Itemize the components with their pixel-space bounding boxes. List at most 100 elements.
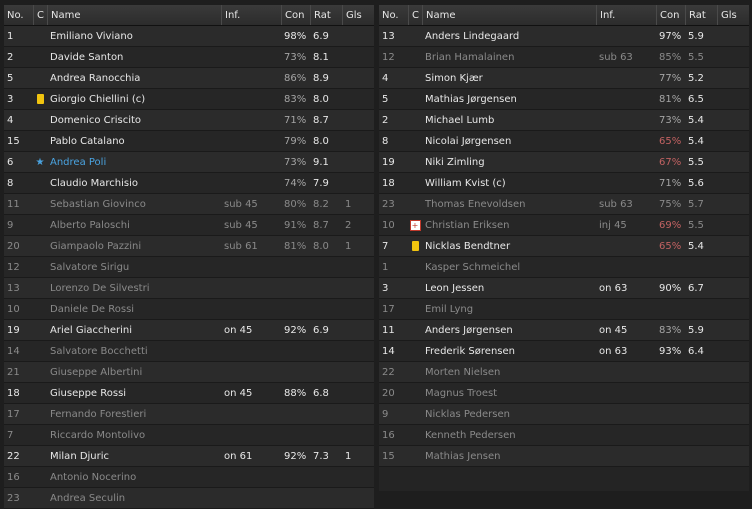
table-row[interactable]: 14 Salvatore Bocchetti <box>4 341 374 362</box>
player-name[interactable]: Ariel Giaccherini <box>50 324 132 336</box>
player-name[interactable]: Riccardo Montolivo <box>50 429 146 441</box>
table-row[interactable]: 7 Riccardo Montolivo <box>4 425 374 446</box>
table-row[interactable]: 1 Emiliano Viviano 98% 6.9 <box>4 26 374 47</box>
column-header-rat[interactable]: Rat <box>685 5 717 25</box>
player-name[interactable]: Davide Santon <box>50 51 124 63</box>
player-name[interactable]: Michael Lumb <box>425 114 495 126</box>
player-name[interactable]: Giuseppe Albertini <box>50 366 143 378</box>
table-row[interactable]: 20 Giampaolo Pazzini sub 61 81% 8.0 1 <box>4 236 374 257</box>
player-name[interactable]: Salvatore Sirigu <box>50 261 130 273</box>
column-header-name[interactable]: Name <box>47 5 221 25</box>
table-row[interactable]: 14 Frederik Sørensen on 63 93% 6.4 <box>379 341 749 362</box>
table-row[interactable]: 17 Fernando Forestieri <box>4 404 374 425</box>
table-row[interactable]: 10 + Christian Eriksen inj 45 69% 5.5 <box>379 215 749 236</box>
table-row[interactable]: 1 Kasper Schmeichel <box>379 257 749 278</box>
player-name[interactable]: Magnus Troest <box>425 387 498 399</box>
player-name[interactable]: Claudio Marchisio <box>50 177 139 189</box>
table-row[interactable]: 21 Giuseppe Albertini <box>4 362 374 383</box>
table-row[interactable]: 4 Simon Kjær 77% 5.2 <box>379 68 749 89</box>
player-name[interactable]: Salvatore Bocchetti <box>50 345 148 357</box>
table-row[interactable]: 6 ★ Andrea Poli 73% 9.1 <box>4 152 374 173</box>
player-name[interactable]: Brian Hamalainen <box>425 51 515 63</box>
column-header-c[interactable]: C <box>408 5 422 25</box>
column-header-gls[interactable]: Gls <box>717 5 749 25</box>
table-row[interactable]: 8 Nicolai Jørgensen 65% 5.4 <box>379 131 749 152</box>
column-header-no[interactable]: No. <box>7 9 24 21</box>
column-header-con[interactable]: Con <box>656 5 685 25</box>
table-row[interactable]: 13 Anders Lindegaard 97% 5.9 <box>379 26 749 47</box>
player-name[interactable]: Giuseppe Rossi <box>50 387 127 399</box>
table-row[interactable]: 16 Kenneth Pedersen <box>379 425 749 446</box>
column-header-rat[interactable]: Rat <box>310 5 342 25</box>
player-name[interactable]: Mathias Jensen <box>425 450 501 462</box>
column-header-inf[interactable]: Inf. <box>596 5 656 25</box>
player-name[interactable]: Anders Jørgensen <box>425 324 513 336</box>
table-row[interactable]: 5 Mathias Jørgensen 81% 6.5 <box>379 89 749 110</box>
player-name[interactable]: Nicklas Bendtner <box>425 240 511 252</box>
table-row[interactable]: 10 Daniele De Rossi <box>4 299 374 320</box>
table-row[interactable]: 23 Andrea Seculin <box>4 488 374 509</box>
table-row[interactable]: 16 Antonio Nocerino <box>4 467 374 488</box>
column-header-gls[interactable]: Gls <box>342 5 374 25</box>
table-row[interactable]: 17 Emil Lyng <box>379 299 749 320</box>
table-row[interactable]: 19 Niki Zimling 67% 5.5 <box>379 152 749 173</box>
player-name[interactable]: Andrea Ranocchia <box>50 72 141 84</box>
table-row[interactable]: 8 Claudio Marchisio 74% 7.9 <box>4 173 374 194</box>
table-row[interactable]: 5 Andrea Ranocchia 86% 8.9 <box>4 68 374 89</box>
player-name[interactable]: Kenneth Pedersen <box>425 429 516 441</box>
table-row[interactable]: 18 Giuseppe Rossi on 45 88% 6.8 <box>4 383 374 404</box>
column-header-con[interactable]: Con <box>281 5 310 25</box>
player-name[interactable]: Frederik Sørensen <box>425 345 515 357</box>
player-name[interactable]: Leon Jessen <box>425 282 485 294</box>
table-row[interactable]: 15 Pablo Catalano 79% 8.0 <box>4 131 374 152</box>
table-row[interactable]: 18 William Kvist (c) 71% 5.6 <box>379 173 749 194</box>
table-row[interactable]: 13 Lorenzo De Silvestri <box>4 278 374 299</box>
table-row[interactable]: 2 Davide Santon 73% 8.1 <box>4 47 374 68</box>
table-row[interactable]: 11 Anders Jørgensen on 45 83% 5.9 <box>379 320 749 341</box>
player-name[interactable]: Lorenzo De Silvestri <box>50 282 150 294</box>
table-row[interactable]: 4 Domenico Criscito 71% 8.7 <box>4 110 374 131</box>
table-row[interactable]: 23 Thomas Enevoldsen sub 63 75% 5.7 <box>379 194 749 215</box>
table-row[interactable]: 19 Ariel Giaccherini on 45 92% 6.9 <box>4 320 374 341</box>
column-header-name[interactable]: Name <box>422 5 596 25</box>
table-row[interactable]: 12 Salvatore Sirigu <box>4 257 374 278</box>
table-row[interactable]: 3 Giorgio Chiellini (c) 83% 8.0 <box>4 89 374 110</box>
player-name[interactable]: Nicklas Pedersen <box>425 408 510 420</box>
column-header-c[interactable]: C <box>33 5 47 25</box>
table-row[interactable]: 22 Milan Djuric on 61 92% 7.3 1 <box>4 446 374 467</box>
player-name[interactable]: Kasper Schmeichel <box>425 261 521 273</box>
player-name[interactable]: Giampaolo Pazzini <box>50 240 142 252</box>
player-name[interactable]: Christian Eriksen <box>425 219 510 231</box>
player-name[interactable]: Thomas Enevoldsen <box>425 198 526 210</box>
player-name[interactable]: Daniele De Rossi <box>50 303 135 315</box>
player-name[interactable]: Pablo Catalano <box>50 135 125 147</box>
player-name[interactable]: Milan Djuric <box>50 450 110 462</box>
player-name[interactable]: Antonio Nocerino <box>50 471 137 483</box>
player-name[interactable]: Anders Lindegaard <box>425 30 520 42</box>
table-row[interactable]: 12 Brian Hamalainen sub 63 85% 5.5 <box>379 47 749 68</box>
table-row[interactable]: 11 Sebastian Giovinco sub 45 80% 8.2 1 <box>4 194 374 215</box>
table-row[interactable]: 7 Nicklas Bendtner 65% 5.4 <box>379 236 749 257</box>
column-header-inf[interactable]: Inf. <box>221 5 281 25</box>
player-name[interactable]: Mathias Jørgensen <box>425 93 517 105</box>
table-row[interactable]: 22 Morten Nielsen <box>379 362 749 383</box>
player-name[interactable]: Nicolai Jørgensen <box>425 135 512 147</box>
player-name[interactable]: Emil Lyng <box>425 303 474 315</box>
player-name[interactable]: Fernando Forestieri <box>50 408 147 420</box>
player-name[interactable]: Domenico Criscito <box>50 114 142 126</box>
player-name[interactable]: Giorgio Chiellini (c) <box>50 93 146 105</box>
column-header-no[interactable]: No. <box>382 9 399 21</box>
player-name[interactable]: Sebastian Giovinco <box>50 198 146 210</box>
player-name[interactable]: Andrea Seculin <box>50 492 126 504</box>
player-name[interactable]: Simon Kjær <box>425 72 483 84</box>
table-row[interactable]: 20 Magnus Troest <box>379 383 749 404</box>
player-name[interactable]: Morten Nielsen <box>425 366 501 378</box>
table-row[interactable]: 3 Leon Jessen on 63 90% 6.7 <box>379 278 749 299</box>
player-name[interactable]: William Kvist (c) <box>425 177 506 189</box>
player-name[interactable]: Emiliano Viviano <box>50 30 133 42</box>
player-name[interactable]: Andrea Poli <box>50 156 107 168</box>
player-name[interactable]: Alberto Paloschi <box>50 219 130 231</box>
table-row[interactable]: 9 Nicklas Pedersen <box>379 404 749 425</box>
table-row[interactable]: 9 Alberto Paloschi sub 45 91% 8.7 2 <box>4 215 374 236</box>
player-name[interactable]: Niki Zimling <box>425 156 485 168</box>
